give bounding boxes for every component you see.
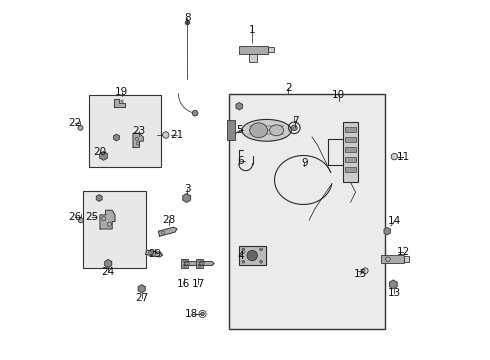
Polygon shape (138, 285, 145, 293)
Text: 16: 16 (177, 279, 191, 289)
Circle shape (363, 268, 368, 274)
Text: 11: 11 (397, 152, 410, 162)
Text: 27: 27 (135, 293, 148, 303)
Text: 2: 2 (285, 83, 292, 93)
Bar (181, 259, 188, 268)
Text: 23: 23 (132, 126, 146, 136)
Text: 19: 19 (115, 87, 128, 97)
Circle shape (247, 251, 257, 261)
Bar (239, 46, 268, 54)
Bar (227, 120, 235, 140)
Ellipse shape (250, 123, 268, 138)
Circle shape (242, 248, 245, 251)
Text: 25: 25 (85, 212, 98, 222)
Text: 24: 24 (101, 267, 115, 277)
Polygon shape (105, 260, 112, 267)
Text: 22: 22 (69, 118, 82, 128)
Bar (345, 147, 356, 152)
Circle shape (78, 125, 83, 130)
Ellipse shape (270, 125, 283, 136)
Polygon shape (114, 134, 119, 141)
Text: 14: 14 (388, 216, 401, 226)
Bar (196, 259, 203, 268)
Polygon shape (100, 152, 107, 160)
Text: 17: 17 (192, 279, 205, 289)
Polygon shape (185, 262, 199, 265)
Text: 13: 13 (388, 288, 401, 298)
Bar (249, 54, 257, 62)
Bar (90, 95, 161, 167)
Bar (345, 167, 356, 172)
Bar (381, 255, 404, 264)
Bar (345, 127, 356, 132)
Circle shape (192, 110, 198, 116)
Bar (83, 191, 146, 268)
Text: 6: 6 (237, 156, 244, 166)
Circle shape (121, 100, 123, 102)
Text: 4: 4 (237, 251, 244, 261)
Bar (268, 47, 274, 52)
Text: 20: 20 (94, 147, 107, 157)
Text: 21: 21 (170, 130, 183, 140)
Text: 1: 1 (249, 24, 255, 35)
Circle shape (78, 218, 83, 223)
Polygon shape (236, 103, 243, 110)
Polygon shape (384, 228, 391, 235)
Circle shape (185, 21, 190, 25)
Polygon shape (146, 250, 163, 257)
Polygon shape (390, 280, 397, 289)
Bar (404, 256, 409, 262)
Text: 26: 26 (69, 212, 82, 222)
Bar (239, 246, 266, 265)
Text: 8: 8 (184, 13, 191, 23)
Circle shape (242, 260, 245, 263)
Circle shape (292, 125, 297, 131)
Text: 9: 9 (301, 158, 308, 168)
Polygon shape (183, 194, 191, 202)
Bar (345, 137, 356, 142)
Polygon shape (97, 195, 102, 201)
Ellipse shape (242, 120, 292, 141)
Circle shape (391, 153, 398, 160)
Text: 12: 12 (397, 247, 410, 257)
Circle shape (260, 260, 263, 263)
Text: 10: 10 (332, 90, 345, 100)
Circle shape (163, 132, 169, 138)
Bar (229, 94, 386, 329)
Bar (345, 157, 356, 162)
Polygon shape (200, 262, 214, 265)
Text: 28: 28 (162, 215, 175, 225)
Polygon shape (133, 133, 144, 148)
Circle shape (260, 248, 263, 251)
Polygon shape (114, 99, 125, 107)
Text: 3: 3 (184, 184, 191, 194)
Text: 18: 18 (185, 309, 198, 319)
Text: 15: 15 (354, 269, 367, 279)
Polygon shape (100, 210, 115, 229)
Circle shape (201, 312, 204, 316)
Text: 7: 7 (292, 116, 299, 126)
Bar (343, 122, 358, 182)
Polygon shape (158, 227, 177, 236)
Text: 29: 29 (148, 249, 162, 259)
Text: 5: 5 (236, 125, 243, 135)
